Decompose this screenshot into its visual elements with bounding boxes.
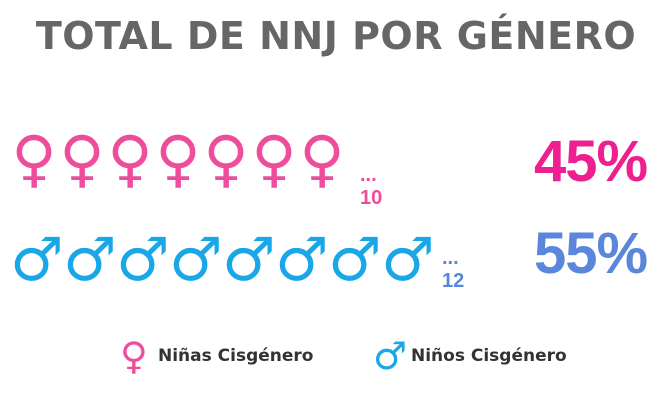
chart-title: TOTAL DE NNJ POR GÉNERO (35, 14, 637, 58)
female-symbol-icon: ♀ (203, 122, 249, 195)
male-symbol-icon: ♂ (275, 225, 329, 295)
legend-label-female: Niñas Cisgénero (158, 346, 314, 366)
male-symbol-icon: ♂ (116, 225, 170, 295)
male-symbol-icon: ♂ (222, 225, 276, 295)
male-symbol-icon: ♂ (328, 225, 382, 295)
female-percent-label: 45% (534, 129, 648, 194)
male-symbol-icon: ♂ (10, 225, 64, 295)
female-symbol-icon: ♀ (299, 122, 345, 195)
legend-label-male: Niños Cisgénero (411, 346, 567, 366)
female-count-label: ... 10 (360, 164, 383, 209)
male-icon-group: ♂ ♂ ♂ ♂ ♂ ♂ ♂ ♂ (10, 225, 435, 295)
female-symbol-icon: ♀ (59, 122, 105, 195)
female-symbol-icon: ♀ (107, 122, 153, 195)
female-symbol-icon: ♀ (155, 122, 201, 195)
male-symbol-icon: ♂ (169, 225, 223, 295)
male-percent-label: 55% (534, 221, 648, 286)
female-symbol-icon: ♀ (251, 122, 297, 195)
male-symbol-icon: ♂ (373, 334, 408, 378)
male-symbol-icon: ♂ (63, 225, 117, 295)
female-symbol-icon: ♀ (11, 122, 57, 195)
male-count-label: ... 12 (442, 247, 465, 292)
male-symbol-icon: ♂ (381, 225, 435, 295)
female-icon-group: ♀ ♀ ♀ ♀ ♀ ♀ ♀ (10, 124, 346, 194)
female-symbol-icon: ♀ (120, 334, 148, 378)
